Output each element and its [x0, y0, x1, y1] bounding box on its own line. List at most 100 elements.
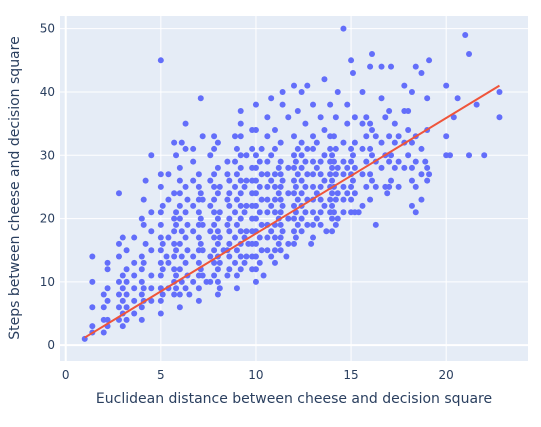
scatter-point: [123, 266, 130, 273]
scatter-point: [412, 63, 419, 70]
scatter-point: [264, 247, 271, 254]
scatter-point: [271, 209, 278, 216]
scatter-point: [275, 190, 282, 197]
scatter-point: [232, 133, 239, 140]
scatter-point: [140, 285, 147, 292]
scatter-point: [171, 190, 178, 197]
scatter-point: [386, 183, 393, 190]
scatter-point: [258, 171, 265, 178]
scatter-point: [256, 158, 263, 165]
scatter-point: [344, 101, 351, 108]
scatter-point: [277, 171, 284, 178]
scatter-point: [226, 215, 233, 222]
scatter-point: [173, 272, 180, 279]
scatter-point: [340, 139, 347, 146]
scatter-point: [291, 215, 297, 222]
scatter-point: [142, 240, 149, 247]
scatter-point: [363, 158, 370, 165]
scatter-point: [340, 158, 347, 165]
scatter-point: [237, 215, 244, 222]
scatter-point: [277, 247, 284, 254]
scatter-point: [302, 209, 309, 216]
scatter-point: [104, 259, 111, 266]
scatter-point: [100, 329, 107, 336]
scatter-point: [243, 177, 250, 184]
scatter-point: [173, 285, 180, 292]
scatter-point: [395, 133, 402, 140]
scatter-point: [372, 183, 379, 190]
scatter-point: [268, 152, 275, 159]
scatter-point: [184, 196, 191, 203]
scatter-point: [233, 247, 240, 254]
scatter-point: [454, 95, 461, 102]
scatter-point: [138, 278, 145, 285]
scatter-point: [226, 202, 233, 209]
scatter-point: [329, 164, 336, 171]
scatter-point: [184, 221, 191, 228]
scatter-point: [171, 215, 178, 222]
scatter-point: [283, 253, 290, 260]
scatter-point: [424, 95, 431, 102]
scatter-point: [426, 57, 433, 64]
scatter-point: [258, 221, 265, 228]
scatter-point: [163, 253, 170, 260]
scatter-point: [386, 158, 393, 165]
scatter-point: [466, 152, 473, 159]
scatter-point: [271, 196, 278, 203]
scatter-point: [115, 190, 122, 197]
scatter-point: [344, 164, 351, 171]
scatter-point: [207, 228, 214, 235]
scatter-point: [401, 82, 408, 89]
scatter-point: [89, 253, 96, 260]
scatter-point: [313, 164, 320, 171]
scatter-point: [171, 291, 178, 298]
scatter-point: [359, 88, 366, 95]
scatter-point: [418, 69, 425, 76]
scatter-point: [340, 209, 347, 216]
scatter-point: [171, 139, 178, 146]
scatter-point: [197, 95, 204, 102]
scatter-point: [412, 183, 419, 190]
scatter-point: [89, 304, 96, 311]
scatter-point: [294, 171, 301, 178]
scatter-point: [388, 63, 395, 70]
scatter-point: [190, 253, 197, 260]
scatter-point: [157, 247, 164, 254]
scatter-point: [252, 126, 259, 133]
scatter-point: [310, 158, 317, 165]
scatter-point: [226, 190, 233, 197]
scatter-point: [294, 145, 301, 152]
scatter-point: [197, 215, 204, 222]
scatter-point: [369, 177, 375, 184]
scatter-point: [224, 196, 231, 203]
y-tick-label: 0: [47, 338, 55, 352]
scatter-point: [226, 177, 233, 184]
scatter-point: [252, 240, 259, 247]
scatter-point: [171, 266, 178, 273]
scatter-point: [216, 259, 223, 266]
scatter-point: [348, 196, 355, 203]
scatter-point: [211, 234, 218, 241]
scatter-point: [232, 183, 239, 190]
scatter-point: [334, 190, 341, 197]
scatter-point: [157, 183, 164, 190]
scatter-point: [308, 240, 315, 247]
scatter-point: [268, 202, 275, 209]
scatter-point: [294, 221, 301, 228]
scatter-point: [391, 164, 398, 171]
scatter-point: [258, 196, 265, 203]
scatter-point: [348, 145, 355, 152]
scatter-point: [310, 183, 317, 190]
scatter-point: [256, 183, 263, 190]
scatter-point: [148, 228, 155, 235]
scatter-point: [298, 88, 305, 95]
scatter-point: [138, 266, 145, 273]
x-axis-ticks: 0 5 10 15 20: [62, 368, 454, 382]
scatter-point: [332, 145, 339, 152]
scatter-point: [115, 240, 122, 247]
scatter-point: [214, 228, 221, 235]
scatter-point: [327, 101, 334, 108]
scatter-point: [178, 139, 185, 146]
scatter-point: [367, 145, 374, 152]
scatter-point: [115, 291, 122, 298]
